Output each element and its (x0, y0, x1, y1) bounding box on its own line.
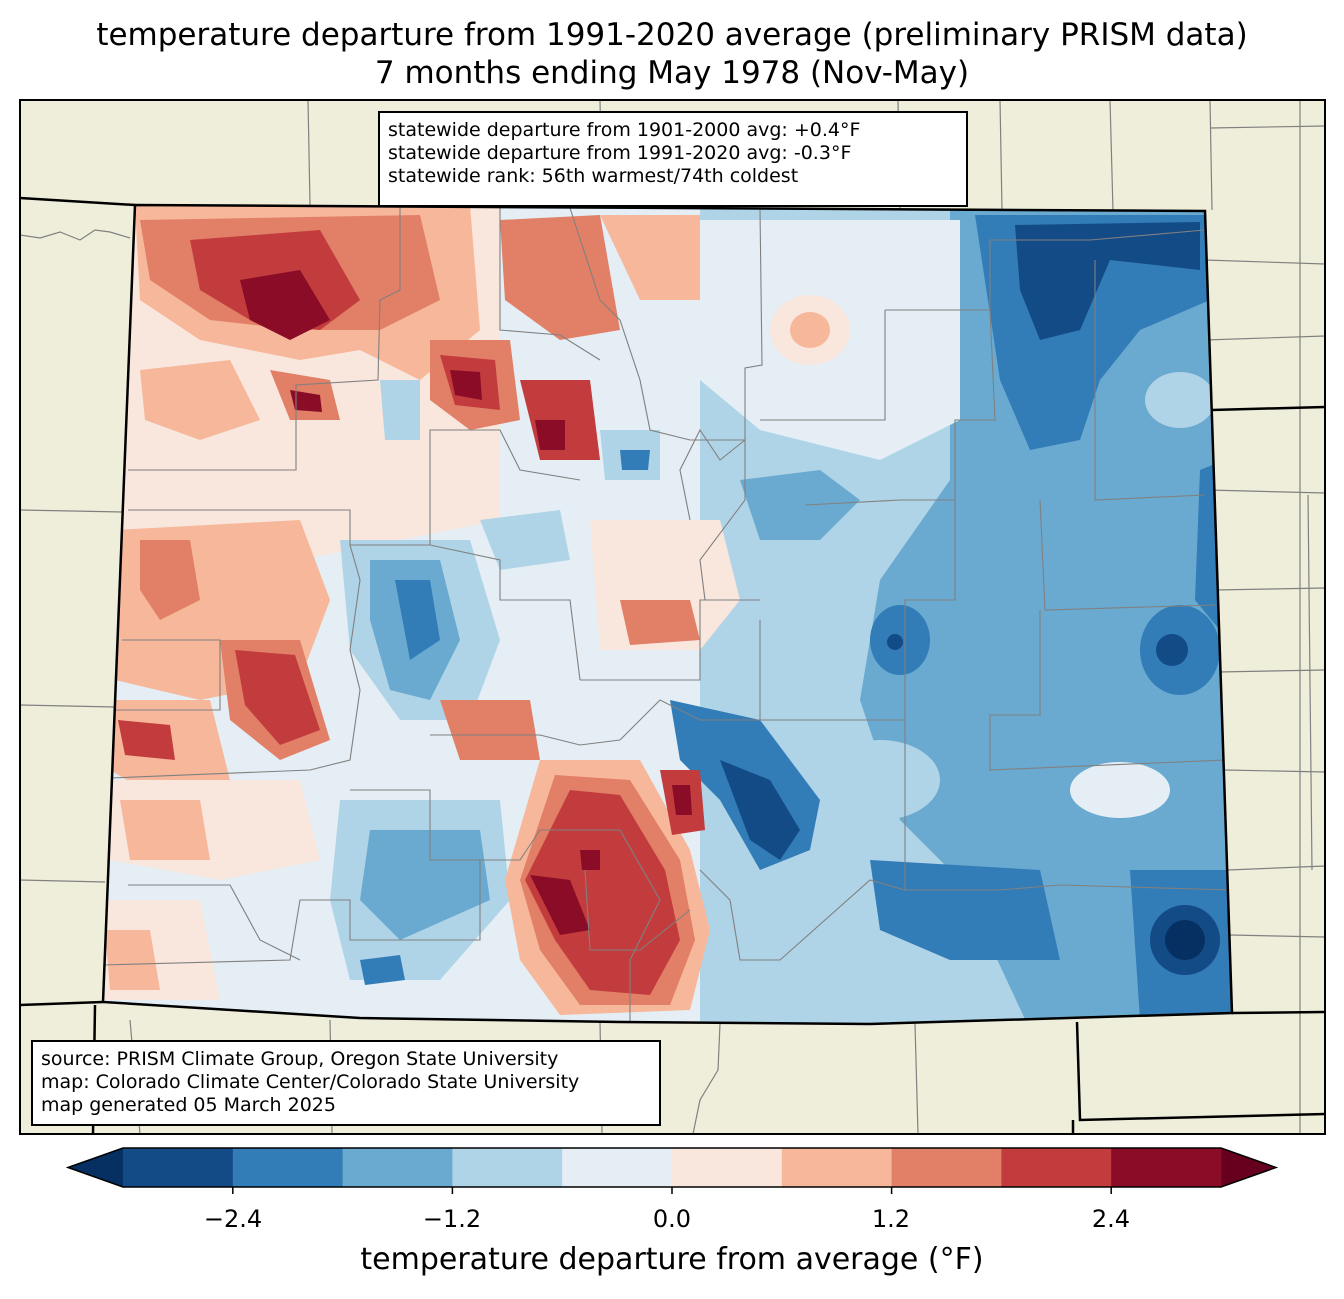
statewide-stats-box: statewide departure from 1901-2000 avg: … (378, 111, 968, 207)
colorbar-tick-label: −1.2 (422, 1205, 482, 1233)
colorbar-label: temperature departure from average (°F) (360, 1242, 984, 1277)
colorbar-bin (781, 1148, 893, 1187)
colorbar-tick-label: 0.0 (652, 1205, 692, 1233)
stats-line-1991-2020: statewide departure from 1991-2020 avg: … (388, 142, 852, 164)
colorbar-bin (672, 1148, 783, 1187)
temperature-field (103, 205, 1232, 1024)
colorbar (65, 1147, 1279, 1194)
colorbar-tick-label: 1.2 (871, 1205, 911, 1233)
map-subtitle: 7 months ending May 1978 (Nov-May) (374, 55, 970, 91)
map-frame (19, 99, 1326, 1135)
source-line-prism: source: PRISM Climate Group, Oregon Stat… (41, 1048, 559, 1070)
colorbar-bin (452, 1148, 563, 1187)
colorbar-tick-label: 2.4 (1091, 1205, 1131, 1233)
colorbar-bin (123, 1148, 234, 1187)
source-box: source: PRISM Climate Group, Oregon Stat… (31, 1040, 661, 1126)
colorbar-extend-max (1221, 1148, 1276, 1187)
colorado-county-lines (103, 205, 1232, 1022)
colorbar-extend-min (68, 1148, 123, 1187)
source-line-map: map: Colorado Climate Center/Colorado St… (41, 1071, 580, 1093)
map-title: temperature departure from 1991-2020 ave… (96, 17, 1248, 53)
colorado-border (101, 203, 1234, 1026)
stats-line-1901-2000: statewide departure from 1901-2000 avg: … (388, 119, 861, 141)
stats-line-rank: statewide rank: 56th warmest/74th coldes… (388, 165, 799, 187)
colorbar-bin (232, 1148, 344, 1187)
colorbar-tick-label: −2.4 (203, 1205, 263, 1233)
colorbar-bin (1001, 1148, 1112, 1187)
colorbar-outline (65, 1147, 1279, 1188)
colorbar-bin (342, 1148, 453, 1187)
source-line-generated: map generated 05 March 2025 (41, 1094, 336, 1116)
colorbar-bin (1111, 1148, 1222, 1187)
colorbar-bin (891, 1148, 1002, 1187)
colorbar-bin (562, 1148, 673, 1187)
